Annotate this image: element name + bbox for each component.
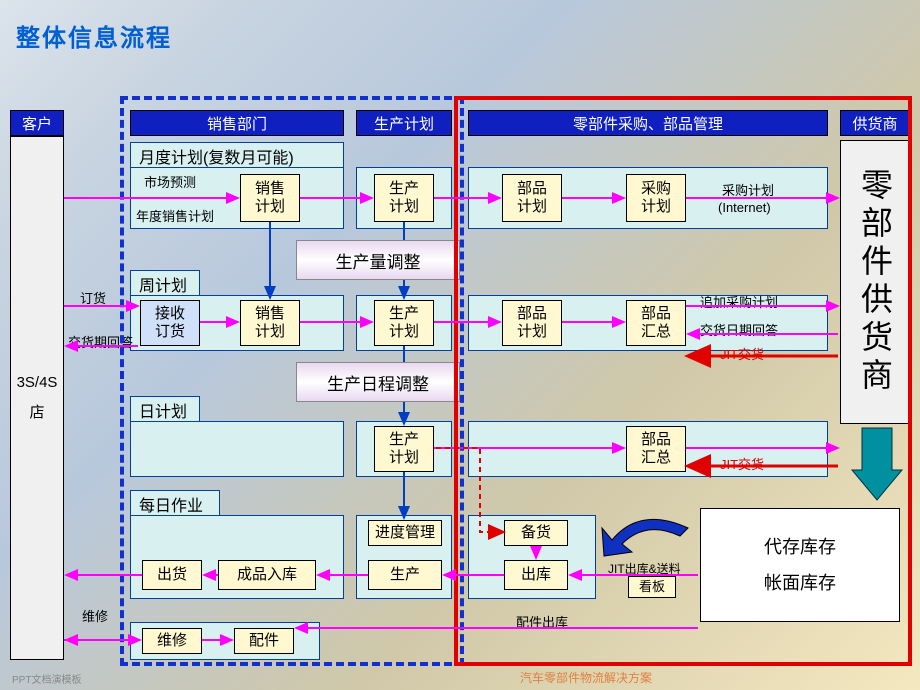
header-customer: 客户: [10, 110, 64, 136]
box-purchase-plan: 采购 计划: [626, 174, 686, 222]
box-outbound: 出库: [504, 560, 568, 590]
box-recv-order: 接收 订货: [140, 300, 200, 346]
swim-weekly-tab: 周计划: [130, 270, 200, 296]
box-sched-adjust: 生产日程调整: [296, 362, 460, 402]
box-prod-plan-3: 生产 计划: [374, 426, 434, 472]
box-sales-plan-2: 销售 计划: [240, 300, 300, 346]
swim-daily-sales: [130, 421, 344, 477]
footer-right: 汽车零部件物流解决方案: [520, 669, 652, 686]
lbl-jit-out: JIT出库&送料: [608, 560, 681, 577]
box-prod-plan-1: 生产 计划: [374, 174, 434, 222]
storage-1: 代存库存: [764, 529, 836, 565]
box-vol-adjust: 生产量调整: [296, 240, 460, 280]
lbl-annual: 年度销售计划: [136, 206, 214, 225]
lbl-market: 市场预测: [144, 172, 196, 191]
lbl-internet: (Internet): [718, 200, 771, 215]
box-parts-sum-1: 部品 汇总: [626, 300, 686, 346]
header-supplier: 供货商: [840, 110, 910, 136]
lbl-pplan: 采购计划: [722, 180, 774, 199]
right-supplier-strip: 零部件供货商: [840, 140, 910, 424]
swim-monthly-tab: 月度计划(复数月可能): [130, 142, 344, 168]
lbl-jit-2: JIT交货: [720, 454, 764, 473]
box-prepare: 备货: [504, 520, 568, 546]
lbl-jit-1: JIT交货: [720, 344, 764, 363]
storage-box: 代存库存 帐面库存: [700, 508, 900, 622]
box-parts-plan-2: 部品 计划: [502, 300, 562, 346]
box-repair: 维修: [142, 628, 202, 654]
storage-2: 帐面库存: [764, 565, 836, 601]
box-production: 生产: [368, 560, 442, 590]
header-sales: 销售部门: [130, 110, 344, 136]
box-parts-sum-2: 部品 汇总: [626, 426, 686, 472]
footer-left: PPT文档演模板: [12, 671, 81, 686]
header-parts: 零部件采购、部品管理: [468, 110, 828, 136]
header-prodplan: 生产计划: [356, 110, 452, 136]
box-sales-plan-1: 销售 计划: [240, 174, 300, 222]
lbl-add-purchase: 追加采购计划: [700, 292, 778, 311]
box-finished: 成品入库: [218, 560, 316, 590]
box-spare: 配件: [234, 628, 294, 654]
box-prod-plan-2: 生产 计划: [374, 300, 434, 346]
lbl-parts-out: 配件出库: [516, 612, 568, 631]
box-parts-plan-1: 部品 计划: [502, 174, 562, 222]
lbl-repair: 维修: [82, 606, 108, 625]
left-strip-2: 店: [29, 401, 44, 422]
left-strip-1: 3S/4S: [17, 374, 58, 391]
box-progress: 进度管理: [368, 520, 442, 546]
lbl-date-reply: 交货日期回答: [700, 320, 778, 339]
lbl-order: 订货: [80, 288, 106, 307]
box-shipment: 出货: [142, 560, 202, 590]
swim-dailyop-tab: 每日作业: [130, 490, 220, 516]
left-customer-strip: 3S/4S 店: [10, 136, 64, 660]
swim-daily-tab: 日计划: [130, 396, 200, 422]
page-title: 整体信息流程: [16, 18, 172, 53]
lbl-deliv-reply: 交货期回答: [68, 332, 133, 351]
box-kanban: 看板: [628, 576, 676, 598]
